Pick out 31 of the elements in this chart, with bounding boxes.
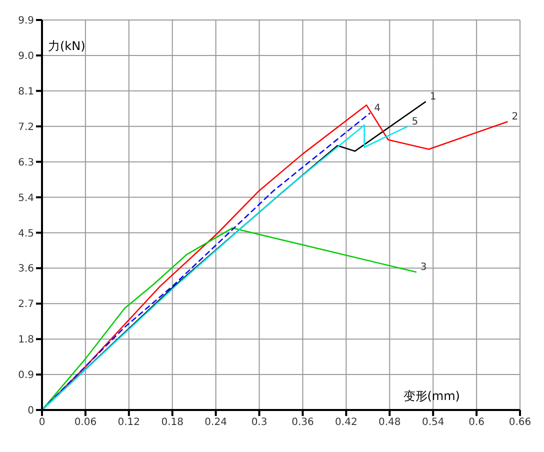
y-tick-label: 5.4 [18, 192, 34, 204]
x-tick-label: 0.12 [118, 417, 140, 428]
x-tick-label: 0.42 [335, 417, 358, 428]
series-label: 3 [420, 262, 427, 274]
x-axis-title: 变形(mm) [403, 389, 460, 403]
y-tick-label: 2.7 [18, 299, 34, 310]
y-tick-label: 4.5 [18, 228, 34, 240]
x-tick-label: 0.54 [422, 417, 444, 428]
series-label: 1 [430, 92, 436, 103]
x-tick-label: 0.6 [468, 417, 484, 428]
y-tick-label: 8.1 [18, 86, 34, 98]
x-tick-label: 0.06 [74, 417, 97, 428]
x-tick-label: 0 [38, 417, 46, 428]
y-tick-label: 7.2 [18, 122, 34, 133]
y-tick-label: 0.9 [18, 370, 34, 382]
y-tick-label: 1.8 [18, 334, 34, 346]
y-tick-label: 9.0 [18, 51, 34, 62]
x-tick-label: 0.36 [292, 417, 314, 428]
x-tick-label: 0.24 [204, 417, 227, 428]
series-label: 4 [374, 102, 380, 114]
x-tick-label: 0.48 [378, 417, 401, 428]
y-axis-title: 力(kN) [48, 39, 86, 53]
y-tick-label: 0 [28, 406, 34, 417]
series-label: 2 [512, 112, 518, 123]
y-tick-label: 9.9 [18, 16, 34, 27]
series-label: 5 [412, 116, 418, 128]
y-tick-label: 6.3 [18, 157, 34, 168]
x-tick-label: 0.66 [508, 417, 532, 428]
y-tick-label: 3.6 [18, 264, 34, 275]
x-tick-label: 0.3 [251, 417, 268, 428]
x-tick-label: 0.18 [161, 417, 184, 428]
